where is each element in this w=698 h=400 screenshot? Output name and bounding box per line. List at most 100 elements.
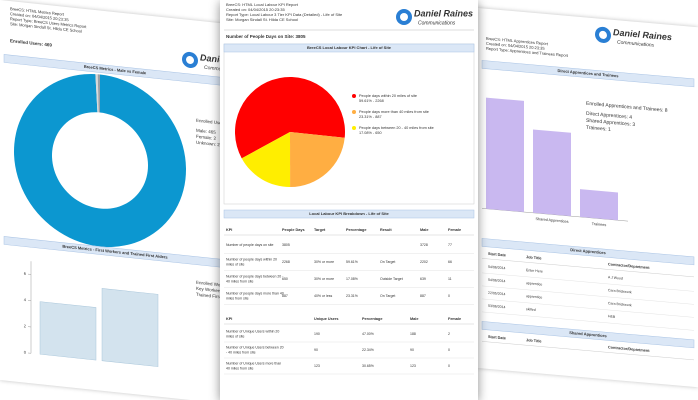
- section-bar: [481, 321, 695, 349]
- header-line: BreeCS: HTML Metrics Report: [10, 6, 65, 17]
- legend-title: Enrolled Use: [196, 118, 222, 126]
- column-header: Target: [314, 228, 326, 232]
- table-cell: 90: [314, 348, 318, 352]
- table-cell: 2268: [282, 260, 290, 264]
- table-cell: 77: [448, 243, 452, 247]
- header-rule: [482, 341, 694, 361]
- table-cell: 188: [410, 332, 416, 336]
- heading: Enrolled Users: 469: [10, 38, 52, 47]
- column-header: Unique Users: [314, 317, 338, 321]
- table-cell: 887: [282, 294, 288, 298]
- table-cell: Cara Brickwork: [608, 288, 632, 294]
- table-cell: 2202: [420, 260, 428, 264]
- table-cell: 17.08%: [346, 277, 358, 281]
- column-header: People Days: [282, 228, 305, 232]
- header-line: Report Type: Local Labour 3 Tier KPI Dat…: [226, 12, 343, 17]
- logo-mark-inner: [599, 30, 607, 39]
- heading: Number of People Days on Site: 3805: [226, 34, 306, 39]
- table-cell: 47.00%: [362, 332, 374, 336]
- legend-label: Trained First: [196, 292, 222, 300]
- legend-label: Key Workers: [196, 286, 222, 294]
- column-header: Percentage: [362, 317, 382, 321]
- table-cell: 22/05/2014: [488, 291, 506, 297]
- section-bar: [481, 60, 695, 88]
- table-cell: 04/06/2014: [488, 265, 506, 271]
- column-header: Female: [448, 317, 461, 321]
- table-cell: skilled: [526, 307, 536, 312]
- column-header: Percentage: [346, 228, 366, 232]
- logo-name: Daniel Raines: [414, 8, 473, 18]
- table-cell: 30% or more: [314, 260, 334, 264]
- legend-value: 59.61% - 2268: [359, 99, 384, 103]
- row-rule: [482, 285, 694, 305]
- table-cell: 887: [420, 294, 426, 298]
- logo-mark-inner: [186, 55, 194, 64]
- table-cell: 11: [448, 277, 452, 281]
- table-cell: On Target: [380, 260, 395, 264]
- bar: [39, 301, 97, 361]
- table-cell: 30% or more: [314, 277, 334, 281]
- donut-slice: [14, 74, 186, 247]
- row-rule: [482, 311, 694, 331]
- y-tick-label: 0: [24, 350, 27, 355]
- table-cell: apprentice: [526, 281, 542, 286]
- section-title: BreeCS Local Labour KPI Chart - Life of …: [307, 45, 392, 50]
- x-tick-label: Trainees: [592, 222, 607, 227]
- legend-value: Unknown: 2: [196, 140, 220, 148]
- bar: [533, 129, 571, 217]
- table-cell: A J Wood: [608, 275, 623, 280]
- y-tick-label: 6: [24, 271, 27, 276]
- logo-name: Daniel Raines: [613, 27, 672, 42]
- bar: [580, 189, 618, 221]
- table-cell: 123: [314, 364, 320, 368]
- table-cell: Number of Unique Users between 20 - 40 m…: [226, 345, 285, 354]
- legend-value: 17.08% - 650: [359, 131, 382, 135]
- table-cell: 123: [410, 364, 416, 368]
- table-cell: Number of people days between 20 - 40 mi…: [226, 274, 284, 283]
- section-bar: [223, 209, 475, 219]
- header-line: Created on: 04/04/2015 20:23:35: [10, 11, 69, 22]
- table-cell: 190: [314, 332, 320, 336]
- donut-slice: [95, 74, 99, 113]
- column-header: Job Title: [526, 255, 542, 260]
- logo-mark-inner: [400, 13, 408, 21]
- column-header: Female: [448, 228, 461, 232]
- column-header: Contractor/Department: [608, 345, 650, 353]
- header-line: Created on: 04/04/2015 20:23:35: [486, 41, 545, 51]
- pie-slice: [235, 76, 345, 159]
- pie-slice: [241, 132, 291, 187]
- table-cell: Number of people days more than 40 miles…: [226, 291, 285, 300]
- table-cell: 40% or less: [314, 294, 333, 298]
- legend-dot: [352, 126, 356, 130]
- row-rule: [482, 272, 694, 292]
- section-title: Local Labour KPI Breakdown - Life of Sit…: [309, 211, 389, 216]
- table-cell: 650: [282, 277, 288, 281]
- table-cell: Number of Unique Users within 20 miles o…: [226, 329, 280, 338]
- logo-tagline: Communications: [418, 20, 456, 26]
- legend-value: Female: 2: [196, 134, 216, 141]
- table-cell: 59.61%: [346, 260, 358, 264]
- table-cell: 90: [410, 348, 414, 352]
- column-header: Male: [420, 228, 428, 232]
- kpi-page: BreeCS: HTML Local Labour KPI ReportCrea…: [220, 0, 478, 400]
- table-cell: 0: [448, 348, 450, 352]
- table-cell: 0: [448, 294, 450, 298]
- header-rule: [482, 258, 694, 278]
- header-line: Site: Morgan Sindall St. Hilda CE School: [226, 17, 298, 22]
- legend-label: People days between 20 - 40 miles from s…: [359, 126, 434, 130]
- donut-slice: [97, 74, 100, 113]
- legend-value: Shared Apprentices: 3: [586, 118, 635, 128]
- table-cell: 22.34%: [362, 348, 374, 352]
- table-cell: 23.31%: [346, 294, 358, 298]
- table-cell: 2: [448, 332, 450, 336]
- bar: [486, 97, 524, 213]
- column-header: Contractor/Department: [608, 262, 650, 270]
- x-tick-label: Shared Apprentices: [535, 217, 568, 224]
- table-cell: H&B: [608, 314, 616, 319]
- table-cell: Outside Target: [380, 277, 403, 281]
- legend-label: People days within 20 miles of site: [359, 94, 417, 98]
- table-cell: Number of people days on site: [226, 243, 274, 247]
- table-cell: Enter Here: [526, 268, 543, 273]
- table-cell: Number of Unique Users more than 40 mile…: [226, 361, 282, 370]
